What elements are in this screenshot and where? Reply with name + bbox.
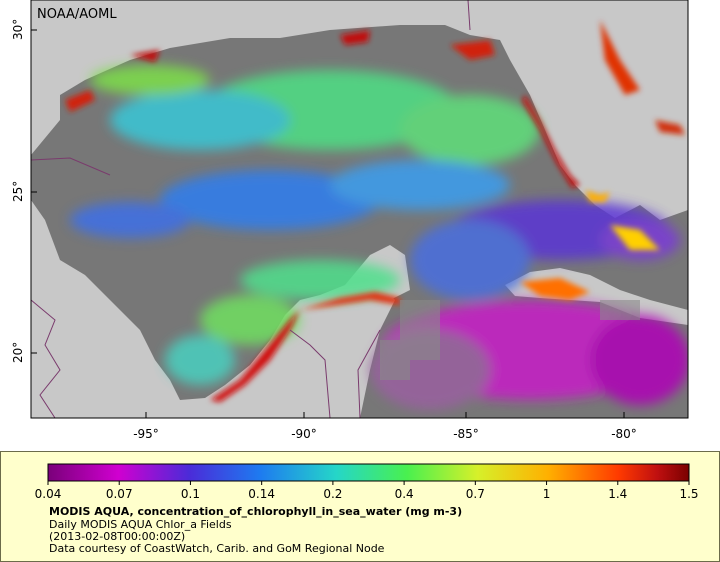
colorbar-gradient: [47, 463, 690, 482]
colorbar-ticks: 0.04 0.07 0.1 0.14 0.2 0.4 0.7 1 1.4 1.5: [35, 481, 699, 501]
bahamas-land: [655, 150, 688, 190]
chlorophyll-field: [70, 65, 688, 410]
caption-time: (2013-02-08T00:00:00Z): [49, 530, 186, 543]
lat-label-20: 20°: [11, 342, 25, 363]
credit-label: NOAA/AOML: [37, 7, 117, 22]
caption-credit: Data courtesy of CoastWatch, Carib. and …: [49, 542, 385, 555]
axis-ticks: [31, 29, 625, 418]
lon-label-90: -90°: [291, 427, 317, 441]
lon-label-85: -85°: [453, 427, 479, 441]
florida-land: [530, 0, 625, 190]
colorbar-tick-label: 0.1: [181, 487, 200, 501]
colorbar: 0.04 0.07 0.1 0.14 0.2 0.4 0.7 1 1.4 1.5: [35, 463, 699, 501]
colorbar-tick-label: 0.14: [248, 487, 275, 501]
cloud-speckle: [380, 300, 640, 380]
colorbar-tick-label: 1.5: [679, 487, 698, 501]
colorbar-tick-label: 0.4: [395, 487, 414, 501]
lon-label-95: -95°: [133, 427, 159, 441]
legend-panel: 0.04 0.07 0.1 0.14 0.2 0.4 0.7 1 1.4 1.5 MODIS AQ…: [0, 451, 720, 562]
colorbar-tick-label: 1: [543, 487, 551, 501]
caption-title: MODIS AQUA, concentration_of_chlorophyll…: [49, 505, 463, 518]
coastal-bloom: [65, 20, 685, 402]
colorbar-tick-label: 0.07: [106, 487, 133, 501]
colorbar-tick-label: 1.4: [608, 487, 627, 501]
lat-label-30: 30°: [11, 19, 25, 40]
map-frame: [30, 0, 689, 419]
colorbar-tick-label: 0.2: [323, 487, 342, 501]
lon-label-80: -80°: [611, 427, 637, 441]
caption-dataset: Daily MODIS AQUA Chlor_a Fields: [49, 518, 232, 531]
yucatan-land: [205, 285, 395, 418]
colorbar-tick-label: 0.04: [35, 487, 62, 501]
colorbar-tick-label: 0.7: [466, 487, 485, 501]
chlorophyll-map: NOAA/AOML 30° 25° 20° -95° -90° -85° -80…: [11, 0, 689, 441]
lat-label-25: 25°: [11, 181, 25, 202]
political-borders: [31, 0, 471, 418]
